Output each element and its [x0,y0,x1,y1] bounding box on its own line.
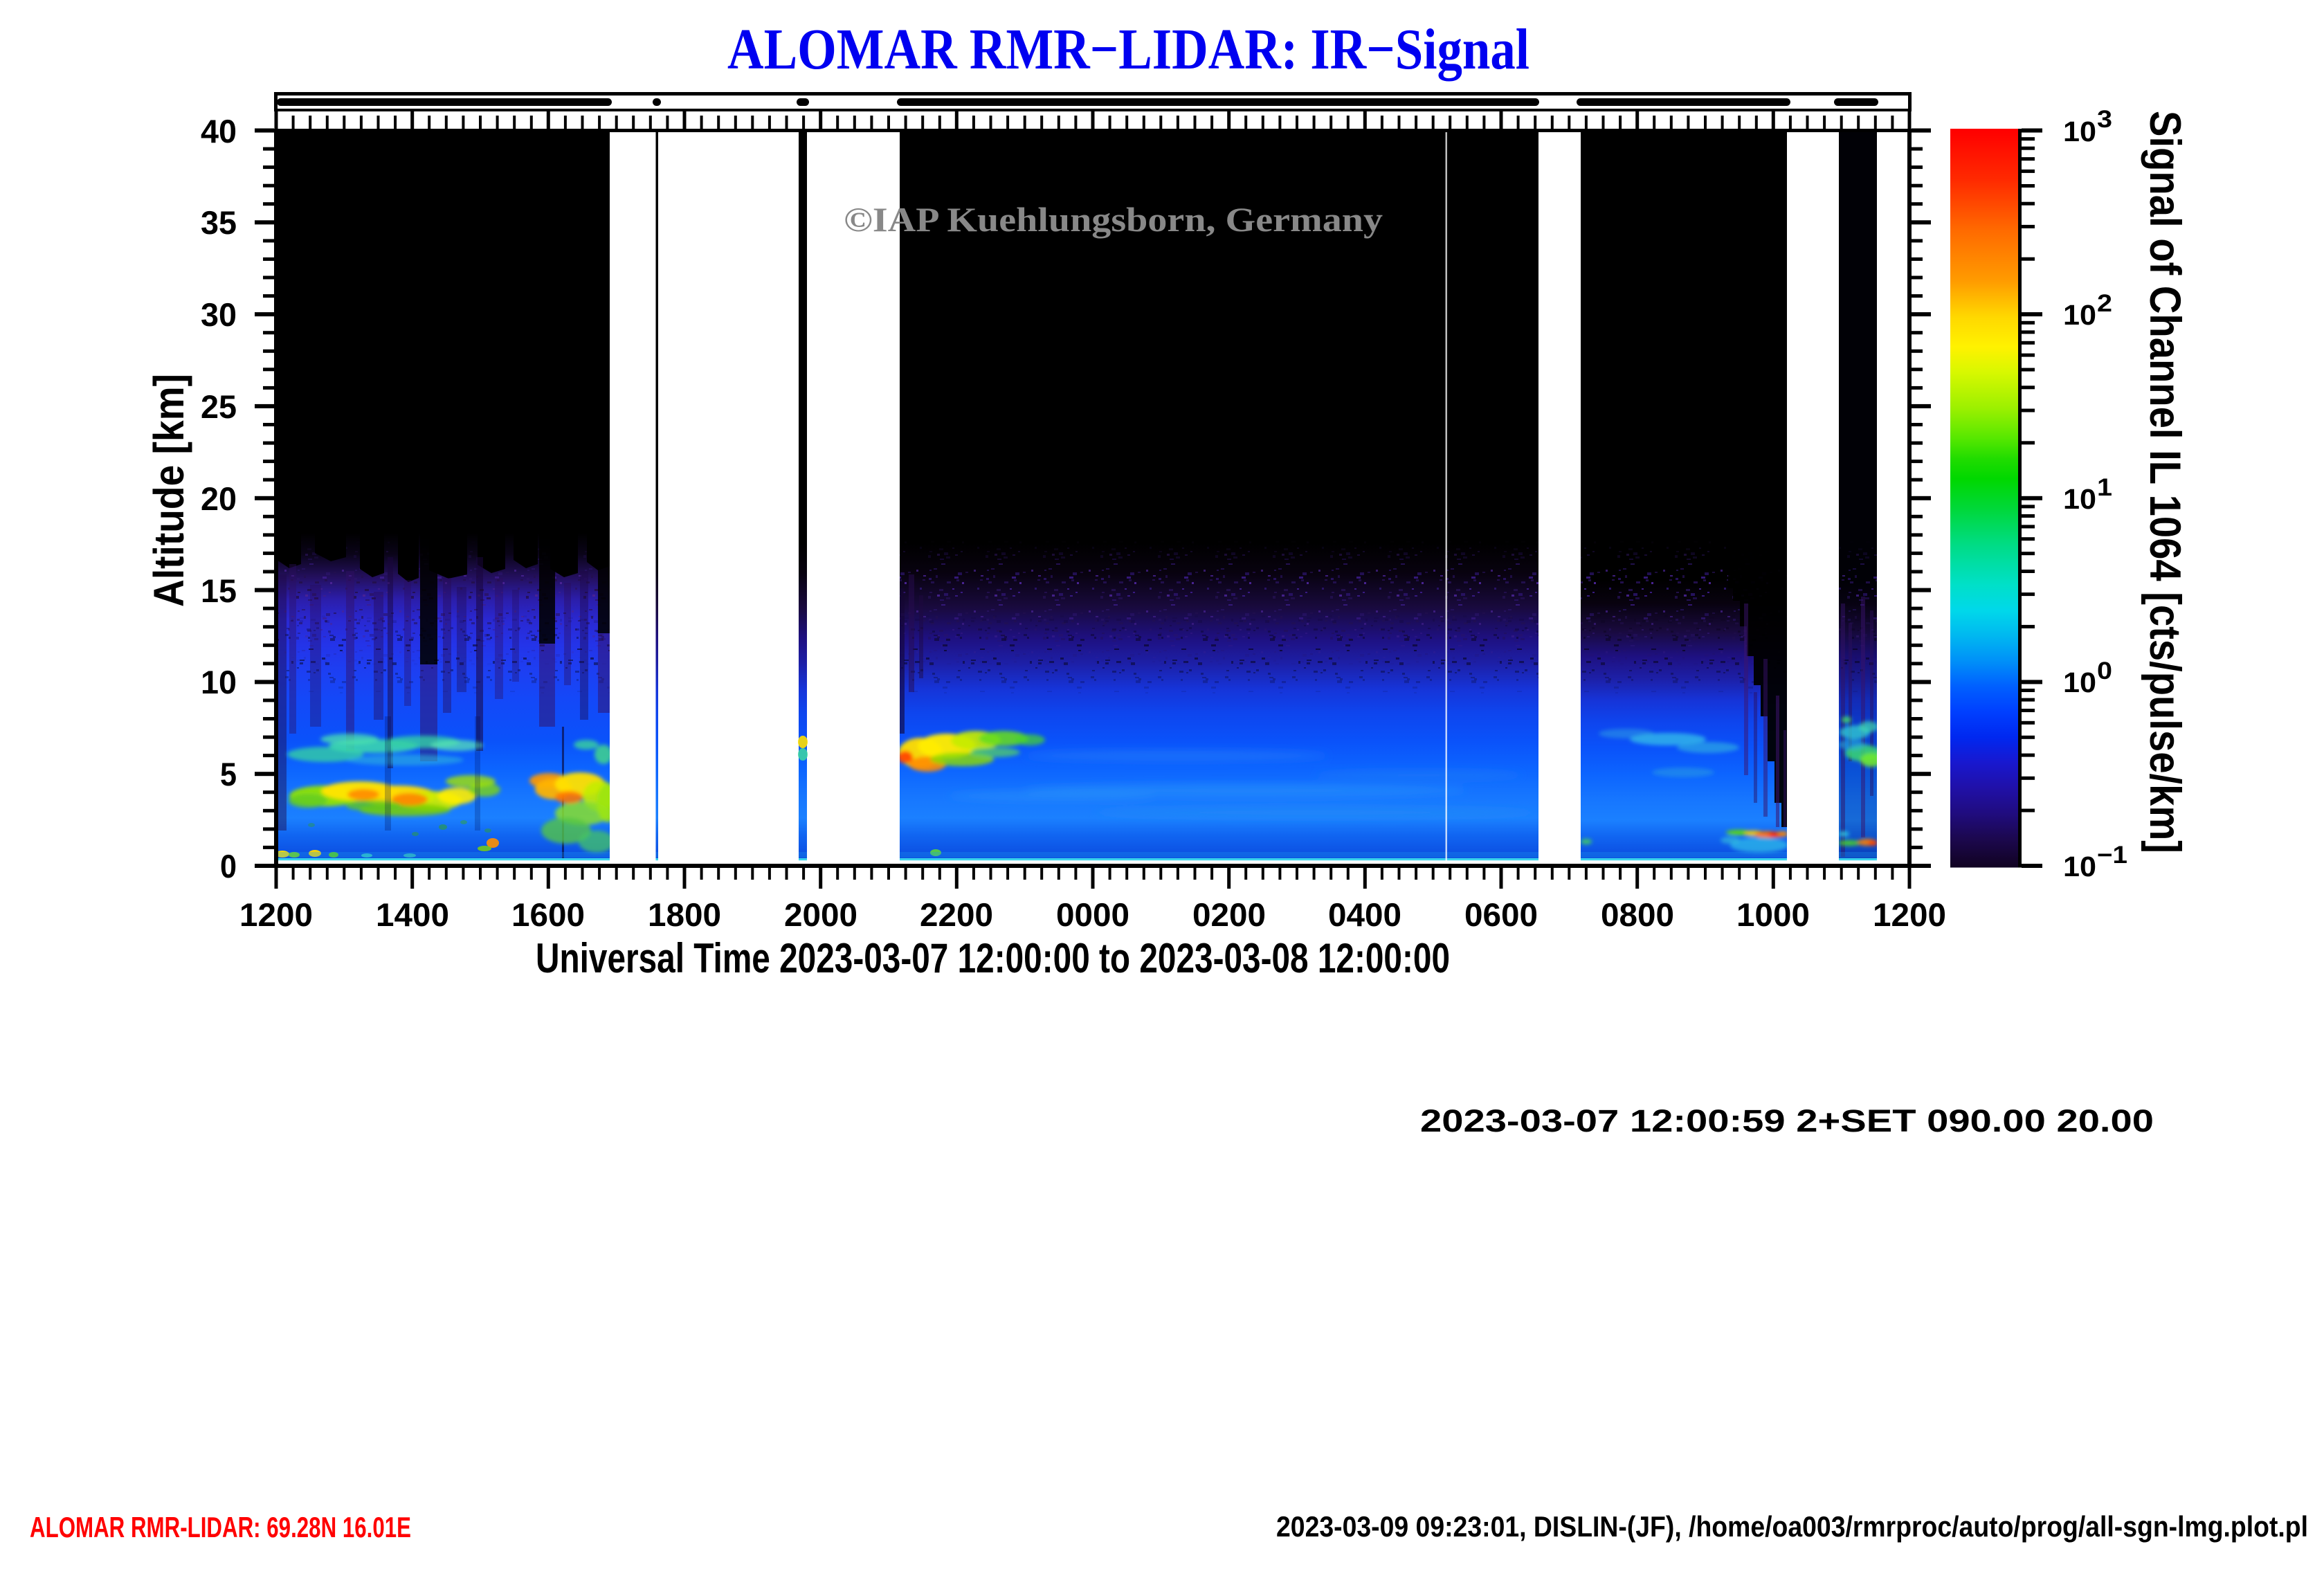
svg-text:10: 10 [2063,851,2096,882]
svg-text:ALOMAR RMR-LIDAR: 69.28N 16.01: ALOMAR RMR-LIDAR: 69.28N 16.01E [30,1511,411,1543]
svg-text:0000: 0000 [1056,896,1129,933]
svg-text:2: 2 [2097,290,2112,317]
svg-text:©IAP Kuehlungsborn, Germany: ©IAP Kuehlungsborn, Germany [844,200,1383,239]
svg-text:−1: −1 [2097,842,2127,869]
svg-text:1: 1 [2097,474,2112,501]
svg-text:40: 40 [201,113,237,149]
svg-text:ALOMAR RMR−LIDAR: IR−Signal: ALOMAR RMR−LIDAR: IR−Signal [727,17,1529,82]
svg-text:0600: 0600 [1464,896,1538,933]
svg-text:0200: 0200 [1192,896,1266,933]
svg-text:1000: 1000 [1736,896,1810,933]
svg-text:10: 10 [2063,666,2096,698]
svg-text:3: 3 [2097,106,2112,133]
svg-text:10: 10 [2063,299,2096,331]
svg-text:10: 10 [2063,116,2096,147]
svg-text:Altitude [km]: Altitude [km] [145,374,192,607]
svg-text:15: 15 [201,572,237,609]
svg-text:1800: 1800 [648,896,721,933]
svg-text:20: 20 [201,480,237,517]
svg-text:1200: 1200 [1873,896,1946,933]
svg-text:0: 0 [2097,657,2112,684]
svg-text:1400: 1400 [376,896,449,933]
svg-text:0800: 0800 [1601,896,1674,933]
svg-text:0: 0 [220,848,237,885]
svg-text:35: 35 [201,204,237,241]
svg-text:5: 5 [220,756,237,792]
svg-text:1600: 1600 [511,896,585,933]
svg-text:25: 25 [201,388,237,425]
svg-text:30: 30 [201,296,237,333]
svg-text:2200: 2200 [920,896,993,933]
svg-text:2023-03-07 12:00:59 2+SET 090.: 2023-03-07 12:00:59 2+SET 090.00 20.00 [1420,1103,2154,1139]
svg-text:2000: 2000 [784,896,857,933]
svg-text:1200: 1200 [239,896,313,933]
svg-text:2023-03-09 09:23:01, DISLIN-(J: 2023-03-09 09:23:01, DISLIN-(JF), /home/… [1276,1510,2308,1543]
svg-text:0400: 0400 [1328,896,1401,933]
svg-text:10: 10 [2063,483,2096,515]
svg-text:10: 10 [201,664,237,700]
svg-text:Universal Time 2023-03-07 12:0: Universal Time 2023-03-07 12:00:00 to 20… [536,935,1450,981]
svg-text:Signal of Channel IL 1064 [cts: Signal of Channel IL 1064 [cts/pulse/km] [2141,111,2189,853]
